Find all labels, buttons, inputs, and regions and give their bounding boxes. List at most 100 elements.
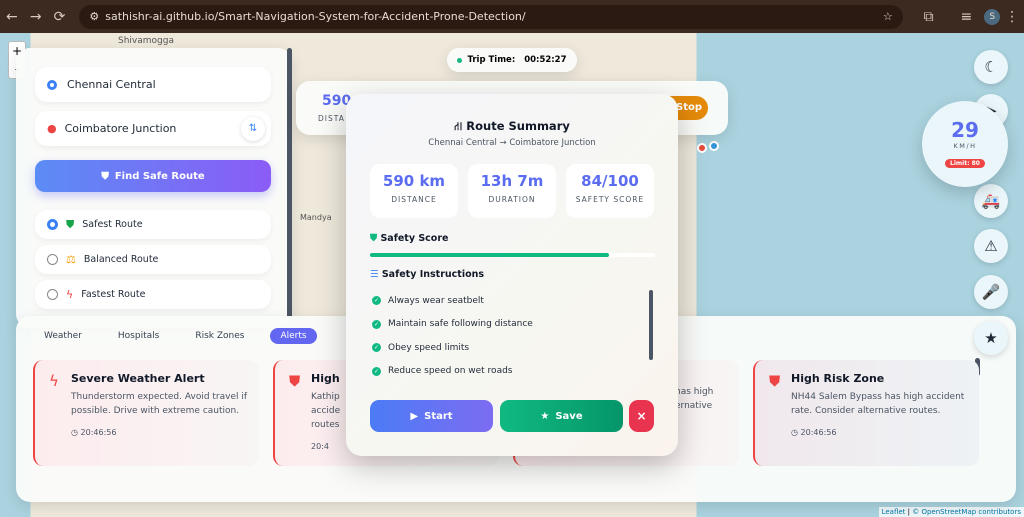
report-hazard-button[interactable]: ⚠ — [974, 229, 1008, 263]
save-label: Save — [555, 410, 583, 422]
trip-time-value: 00:52:27 — [524, 55, 567, 65]
osm-link[interactable]: © OpenStreetMap contributors — [912, 508, 1021, 516]
speed-unit: KM/H — [953, 142, 977, 150]
option-label: Fastest Route — [81, 289, 146, 300]
stat-safety-score: 84/100 SAFETY SCORE — [566, 164, 654, 218]
stat-value: 84/100 — [581, 172, 639, 190]
stat-label: DISTANCE — [391, 195, 437, 204]
check-icon: ✓ — [372, 366, 381, 376]
alert-card[interactable]: ⛊ High Risk Zone NH44 Salem Bypass has hig… — [753, 360, 979, 466]
map-label: Shivamogga — [118, 36, 174, 46]
panel-scrollbar[interactable] — [287, 48, 292, 318]
tab-alerts[interactable]: Alerts — [270, 328, 317, 344]
alert-time: 20:46:56 — [800, 428, 837, 437]
tab-weather[interactable]: Weather — [44, 331, 82, 341]
shield-icon: ⛊ — [769, 372, 781, 390]
alert-title: Severe Weather Alert — [71, 372, 205, 385]
destination-input[interactable]: ● Coimbatore Junction ⇅ — [35, 111, 271, 146]
find-safe-route-button[interactable]: ⛊ Find Safe Route — [35, 160, 271, 192]
instructions-scrollbar[interactable] — [649, 290, 653, 360]
safety-score-fill — [370, 253, 610, 257]
stat-value: 590 km — [382, 172, 446, 190]
risk-marker[interactable] — [697, 143, 707, 153]
option-label: Balanced Route — [83, 254, 159, 265]
origin-marker[interactable] — [709, 141, 719, 151]
origin-dot-icon — [47, 79, 57, 90]
ambulance-button[interactable]: 🚑 — [974, 184, 1008, 218]
instruction-item: ✓ Obey speed limits — [372, 336, 533, 360]
find-safe-route-label: Find Safe Route — [114, 170, 205, 182]
instruction-item: ✓ Always wear seatbelt — [372, 289, 533, 313]
back-icon[interactable]: ← — [6, 8, 18, 25]
bookmark-star-icon[interactable]: ☆ — [882, 10, 893, 23]
modal-title: ⛙ Route Summary — [346, 119, 678, 135]
route-option-fastest[interactable]: ϟ Fastest Route — [35, 280, 271, 309]
alert-title: High Risk Zone — [791, 372, 885, 385]
dark-mode-button[interactable]: ☾ — [974, 50, 1008, 84]
bolt-icon: ϟ — [49, 372, 59, 390]
forward-icon[interactable]: → — [29, 8, 42, 25]
address-bar[interactable]: ⚙ sathishr-ai.github.io/Smart-Navigation-… — [79, 4, 903, 29]
destination-value: Coimbatore Junction — [64, 122, 177, 135]
route-option-safest[interactable]: ⛊ Safest Route — [35, 210, 271, 239]
save-button[interactable]: ★ Save — [500, 400, 623, 432]
ambulance-icon: 🚑 — [981, 192, 1001, 210]
reading-list-icon[interactable]: ≡ — [960, 8, 973, 25]
alert-text: Thunderstorm expected. Avoid travel if p… — [71, 392, 248, 416]
alert-title: High — [311, 372, 340, 385]
safety-score-heading: Safety Score — [380, 233, 449, 244]
map-label: Mandya — [300, 213, 332, 222]
extensions-icon[interactable]: ⧉ — [923, 8, 934, 25]
instruction-text: Obey speed limits — [388, 342, 470, 353]
zoom-in-button[interactable]: + — [11, 44, 23, 58]
close-button[interactable]: × — [629, 400, 654, 432]
start-button[interactable]: ▶ Start — [370, 400, 493, 432]
list-icon: ☰ — [370, 269, 379, 280]
stat-duration: 13h 7m DURATION — [468, 164, 556, 218]
favorites-button[interactable]: ★ — [974, 321, 1008, 355]
tab-risk-zones[interactable]: Risk Zones — [195, 331, 245, 341]
stat-label: SAFETY SCORE — [575, 195, 645, 204]
star-icon: ★ — [540, 410, 550, 422]
instruction-item: ✓ Reduce speed on wet roads — [372, 360, 533, 384]
site-info-icon[interactable]: ⚙ — [89, 10, 100, 23]
profile-avatar[interactable]: S — [984, 8, 1001, 25]
swap-icon[interactable]: ⇅ — [241, 116, 265, 141]
voice-button[interactable]: 🎤 — [974, 275, 1008, 309]
origin-value: Chennai Central — [67, 78, 156, 91]
origin-input[interactable]: Chennai Central — [35, 67, 271, 102]
check-icon: ✓ — [372, 319, 381, 329]
radio-selected[interactable] — [47, 219, 58, 230]
route-option-balanced[interactable]: ⚖ Balanced Route — [35, 245, 271, 274]
shield-icon: ⛊ — [101, 170, 109, 182]
live-dot-icon — [457, 57, 463, 63]
route-panel: Chennai Central ● Coimbatore Junction ⇅ … — [16, 48, 292, 328]
modal-title-text: Route Summary — [466, 119, 570, 133]
alert-text: has high ernative — [675, 387, 714, 411]
moon-icon: ☾ — [984, 58, 998, 76]
distance-label: DISTA — [318, 114, 345, 123]
alert-card[interactable]: ϟ Severe Weather Alert Thunderstorm expect… — [33, 360, 259, 466]
menu-icon[interactable]: ⋮ — [1005, 8, 1020, 25]
tab-hospitals[interactable]: Hospitals — [117, 331, 160, 341]
reload-icon[interactable]: ⟳ — [53, 8, 66, 25]
instruction-text: Always wear seatbelt — [388, 295, 484, 306]
instruction-text: Maintain safe following distance — [388, 319, 533, 330]
speed-limit-badge: Limit: 80 — [945, 159, 985, 168]
distance-value: 590 — [322, 93, 352, 109]
instruction-text: Reduce speed on wet roads — [388, 366, 513, 377]
radio-unselected[interactable] — [47, 289, 58, 300]
clock-icon: ◷ — [791, 428, 798, 437]
url-text: sathishr-ai.github.io/Smart-Navigation-S… — [105, 10, 526, 23]
instructions-heading: Safety Instructions — [381, 269, 485, 280]
shield-icon: ⛊ — [370, 233, 378, 244]
shield-icon: ⛊ — [66, 217, 75, 231]
leaflet-link[interactable]: Leaflet — [881, 508, 906, 516]
clock-icon: ◷ — [71, 428, 78, 437]
safety-score-bar — [370, 253, 655, 257]
microphone-icon: 🎤 — [981, 283, 1001, 301]
trip-time-label: Trip Time: — [467, 55, 516, 65]
radio-unselected[interactable] — [47, 254, 58, 265]
alert-text: NH44 Salem Bypass has high accident rate… — [791, 392, 965, 416]
shield-icon: ⛊ — [289, 372, 301, 390]
